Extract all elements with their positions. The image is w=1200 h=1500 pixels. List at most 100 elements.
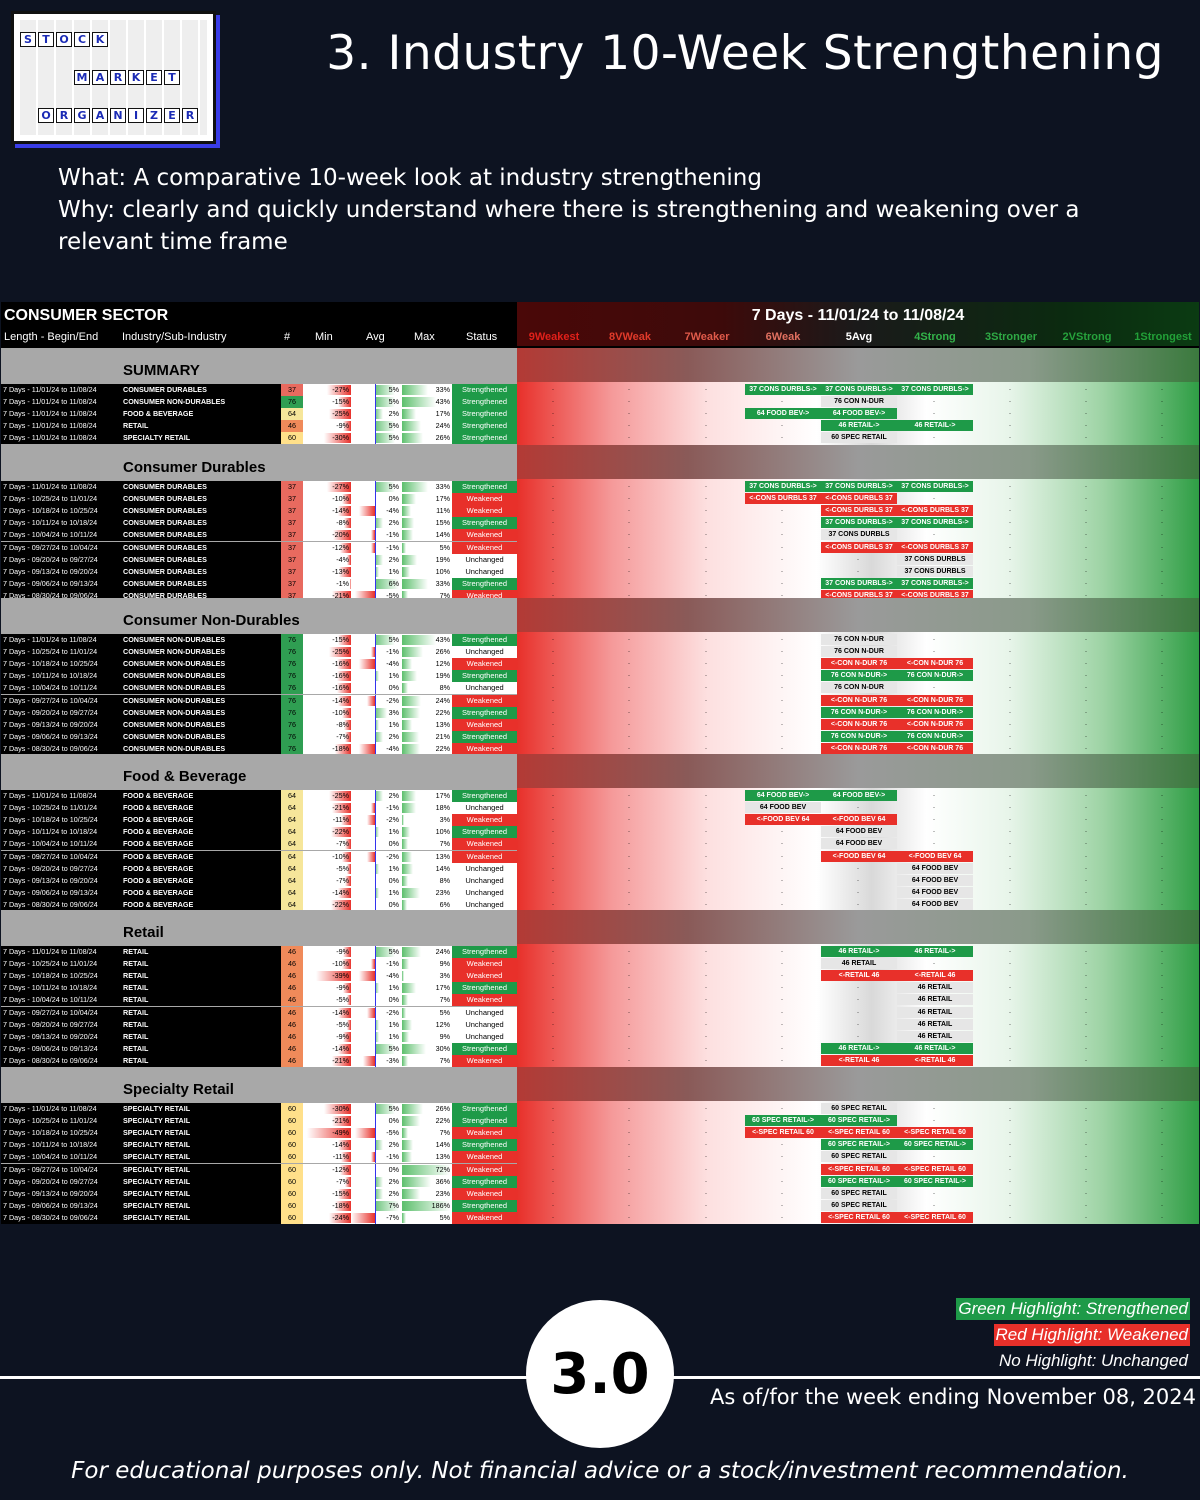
row-level-dot: .: [933, 1102, 935, 1111]
row-min: -11%: [332, 1152, 349, 1162]
row-label-bg: [1, 384, 281, 396]
intro-text: What: A comparative 10-week look at indu…: [58, 162, 1158, 258]
row-max-bar: [402, 530, 414, 541]
row-count-cell: [281, 1042, 303, 1055]
row-label-bg: [1, 694, 281, 707]
row-level-marker: <-RETAIL 46: [897, 1054, 973, 1066]
row-level-marker: 64 FOOD BEV: [821, 838, 897, 850]
row-industry: CONSUMER DURABLES: [123, 518, 207, 528]
row-industry: SPECIALTY RETAIL: [123, 1188, 191, 1198]
row-min-bar: [331, 827, 351, 838]
row-status: Weakened: [452, 529, 517, 542]
row-level-dot: .: [552, 813, 554, 823]
row-label-bg: [1, 1175, 281, 1188]
row-max-bar: [402, 433, 423, 444]
row-label-bg: [1, 682, 281, 695]
row-label-bg: [1, 1018, 281, 1031]
row-level-dot: .: [1161, 540, 1163, 550]
table-row: 7 Days - 09/20/24 to 09/27/24 RETAIL 46 -5%…: [1, 1018, 1199, 1031]
row-level-dot: .: [781, 576, 783, 586]
row-avg-axis: [375, 1199, 376, 1212]
row-avg-axis: [375, 505, 376, 518]
row-count: 60: [288, 1188, 296, 1198]
row-count: 46: [288, 959, 296, 969]
row-avg: 3%: [388, 707, 399, 717]
row-level-marker: 46 RETAIL: [897, 1018, 973, 1030]
row-level-marker: 64 FOOD BEV->: [821, 790, 897, 801]
table-row: 7 Days - 11/01/24 to 11/08/24 CONSUMER NO…: [1, 633, 1199, 646]
row-max-bar: [402, 731, 419, 742]
row-count-cell: [281, 970, 303, 983]
row-avg-bar: [375, 397, 395, 408]
row-level-marker: 46 RETAIL->: [821, 420, 897, 432]
row-avg: -1%: [386, 542, 399, 552]
row-avg: -1%: [386, 1152, 399, 1162]
strength-table: CONSUMER SECTOR Length - Begin/End Indust…: [1, 302, 1199, 1224]
row-level-dot: .: [705, 407, 707, 417]
row-level-dot: .: [1161, 504, 1163, 514]
row-level-dot: .: [552, 693, 554, 703]
row-count: 60: [288, 1212, 296, 1222]
row-level-dot: .: [628, 885, 630, 895]
row-avg-bar: [375, 827, 379, 838]
row-industry: FOOD & BEVERAGE: [123, 851, 194, 861]
row-level-marker: 76 CON N-DUR: [821, 634, 897, 645]
row-count-cell: [281, 1127, 303, 1140]
row-count: 37: [288, 590, 296, 600]
row-level-dot: .: [552, 1186, 554, 1196]
row-level-marker: <-RETAIL 46: [897, 970, 973, 982]
row-max-cell: [401, 862, 452, 875]
row-industry: CONSUMER DURABLES: [123, 385, 207, 394]
row-level-dot: .: [781, 957, 783, 967]
row-min: -7%: [336, 875, 349, 885]
row-count: 37: [288, 578, 296, 588]
row-max-cell: [401, 1211, 452, 1224]
row-status: Unchanged: [452, 898, 517, 911]
row-max: 17%: [435, 983, 450, 993]
table-row: 7 Days - 10/18/24 to 10/25/24 CONSUMER NO…: [1, 657, 1199, 671]
row-level-marker: 46 RETAIL->: [821, 946, 897, 957]
row-min-bar: [315, 971, 351, 982]
row-industry: FOOD & BEVERAGE: [123, 863, 194, 873]
row-count-cell: [281, 982, 303, 995]
row-industry: CONSUMER NON-DURABLES: [123, 695, 226, 705]
row-max-bar: [402, 1043, 426, 1054]
row-level-dot: .: [857, 981, 859, 991]
row-count: 46: [288, 1031, 296, 1041]
row-level-dot: .: [1085, 528, 1087, 538]
row-level-dot: .: [933, 1114, 935, 1124]
row-label-bg: [1, 1151, 281, 1164]
row-avg-axis: [375, 1018, 376, 1031]
row-level-dot: .: [781, 395, 783, 405]
row-level-dot: .: [628, 633, 630, 642]
row-level-dot: .: [933, 681, 935, 691]
logo-letter: R: [56, 108, 72, 123]
row-avg-axis: [375, 1151, 376, 1164]
row-min-cell: [303, 1151, 351, 1164]
row-level-marker: <-SPEC RETAIL 60: [897, 1127, 973, 1139]
row-min: -8%: [336, 518, 349, 528]
row-min-bar: [342, 707, 351, 718]
row-count: 37: [288, 554, 296, 564]
row-level-marker: 60 SPEC RETAIL->: [821, 1139, 897, 1151]
row-level-dot: .: [781, 1029, 783, 1039]
row-industry: FOOD & BEVERAGE: [123, 409, 194, 419]
row-avg-cell: [351, 850, 401, 863]
row-level-marker: <-CON N-DUR 76: [897, 718, 973, 730]
row-count-cell: [281, 1163, 303, 1176]
row-count-cell: [281, 553, 303, 566]
level-header-6weak: 6Weak: [765, 331, 801, 343]
row-level-dot: .: [628, 1126, 630, 1136]
row-avg-bar: [375, 409, 383, 420]
row-max-cell: [401, 970, 452, 983]
row-avg: 2%: [388, 554, 399, 564]
row-level-marker: 46 RETAIL: [897, 994, 973, 1006]
row-min: -12%: [332, 542, 349, 552]
row-min-bar: [334, 1200, 351, 1211]
row-min-bar: [342, 983, 351, 994]
row-status: Strengthened: [452, 481, 517, 493]
row-length: 7 Days - 10/18/24 to 10/25/24: [3, 971, 98, 981]
row-avg: 2%: [388, 409, 399, 419]
row-level-dot: .: [1085, 419, 1087, 429]
row-count: 76: [288, 743, 296, 753]
